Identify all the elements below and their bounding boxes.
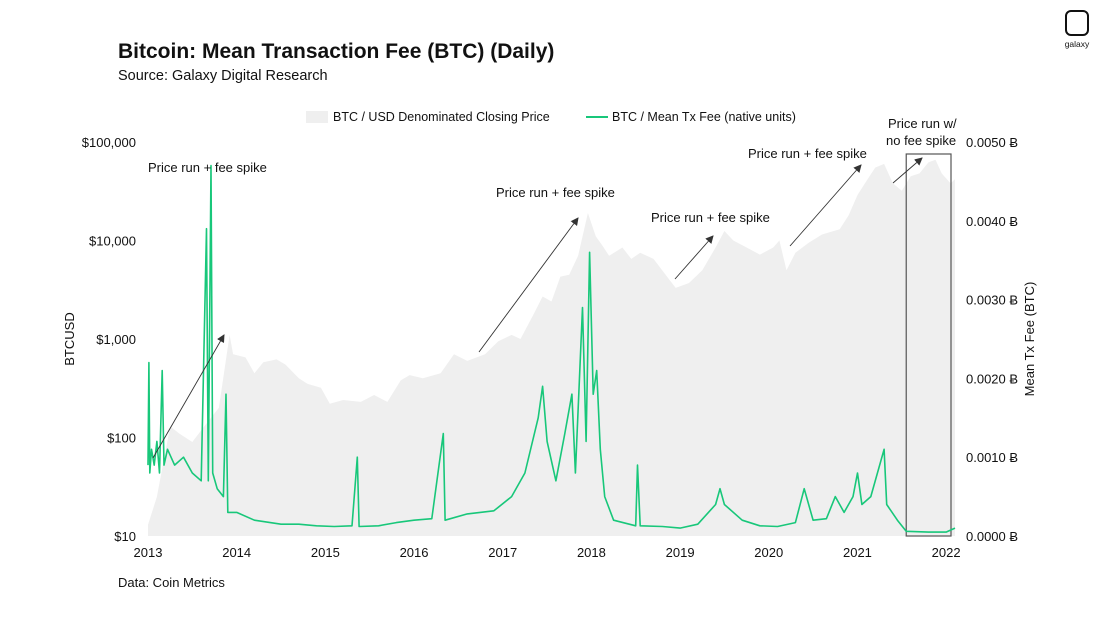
y-right-tick-label: 0.0000 Ƀ — [966, 529, 1018, 544]
x-tick-label: 2014 — [222, 545, 251, 560]
y-right-tick-label: 0.0040 Ƀ — [966, 214, 1018, 229]
galaxy-logo-icon — [1065, 10, 1089, 36]
y-right-tick-label: 0.0030 Ƀ — [966, 293, 1018, 308]
y-left-tick-label: $10 — [114, 529, 136, 544]
annotation-label: Price run + fee spike — [496, 185, 615, 200]
annotation-label: Price run + fee spike — [748, 146, 867, 161]
annotation-arrow — [152, 334, 225, 459]
annotation-label: no fee spike — [886, 133, 956, 148]
legend-label-price: BTC / USD Denominated Closing Price — [333, 110, 550, 124]
y-left-tick-label: $100,000 — [82, 135, 136, 150]
x-tick-label: 2018 — [577, 545, 606, 560]
legend-swatch-price — [306, 111, 328, 123]
y-right-axis-title: Mean Tx Fee (BTC) — [1022, 282, 1037, 397]
fee-line — [147, 164, 956, 533]
x-tick-label: 2017 — [488, 545, 517, 560]
y-left-tick-label: $10,000 — [89, 234, 136, 249]
galaxy-logo-text: galaxy — [1064, 39, 1090, 49]
highlight-box — [905, 153, 952, 537]
data-source-note: Data: Coin Metrics — [118, 575, 225, 590]
annotation-label: Price run w/ — [888, 116, 957, 131]
x-tick-label: 2015 — [311, 545, 340, 560]
annotation-label: Price run + fee spike — [651, 210, 770, 225]
x-tick-label: 2013 — [134, 545, 163, 560]
x-tick-label: 2016 — [400, 545, 429, 560]
annotation-arrow — [478, 217, 579, 353]
annotation-label: Price run + fee spike — [148, 160, 267, 175]
y-right-tick-label: 0.0010 Ƀ — [966, 450, 1018, 465]
annotation-arrow — [789, 164, 862, 247]
y-left-tick-label: $1,000 — [96, 332, 136, 347]
chart-title: Bitcoin: Mean Transaction Fee (BTC) (Dai… — [118, 40, 555, 63]
galaxy-logo: galaxy — [1060, 10, 1094, 49]
y-left-tick-label: $100 — [107, 431, 136, 446]
y-right-tick-label: 0.0020 Ƀ — [966, 371, 1018, 386]
annotation-arrow — [674, 235, 714, 280]
chart-subtitle: Source: Galaxy Digital Research — [118, 68, 328, 84]
y-right-tick-label: 0.0050 Ƀ — [966, 135, 1018, 150]
x-tick-label: 2022 — [932, 545, 961, 560]
price-area — [148, 159, 955, 537]
x-tick-label: 2021 — [843, 545, 872, 560]
x-tick-label: 2020 — [754, 545, 783, 560]
y-left-axis-title: BTCUSD — [62, 312, 77, 365]
x-tick-label: 2019 — [666, 545, 695, 560]
annotation-arrow — [892, 157, 923, 184]
legend-label-fee: BTC / Mean Tx Fee (native units) — [612, 110, 796, 124]
